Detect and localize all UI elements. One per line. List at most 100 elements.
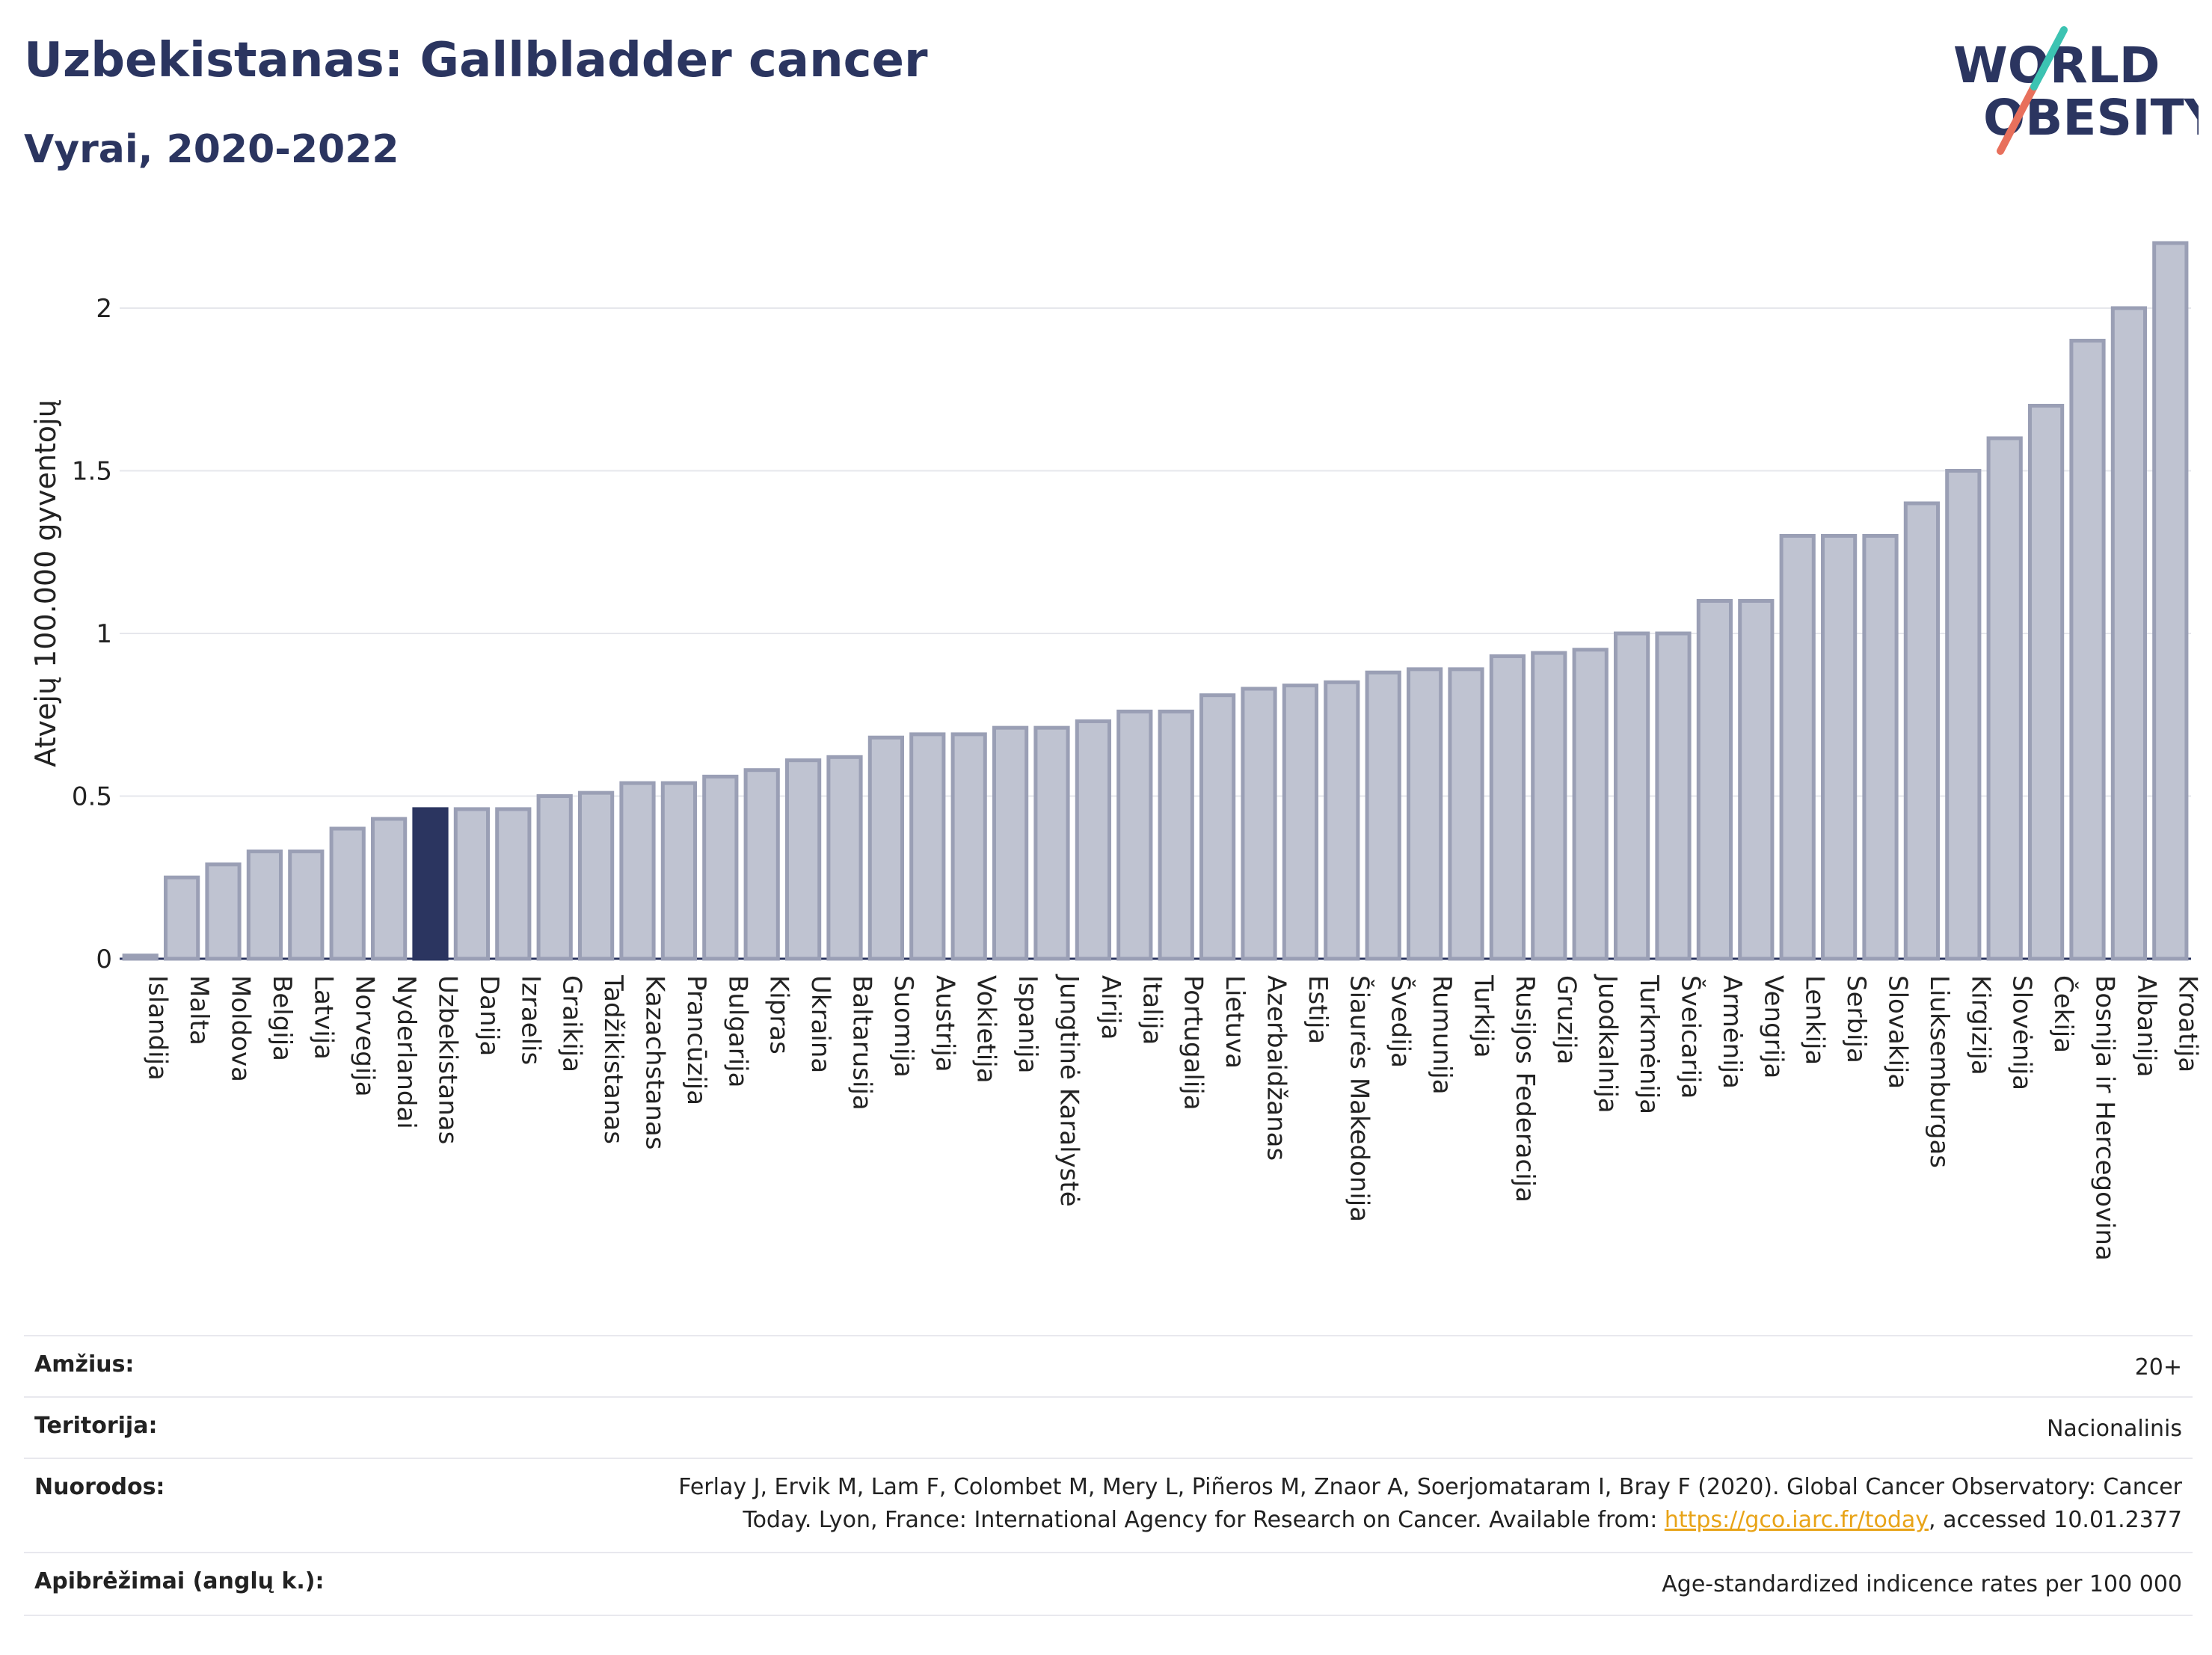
x-tick-label: Baltarusija [847, 975, 877, 1111]
bar-slovakija [1862, 534, 1899, 961]
x-tick-label: Ukraina [805, 975, 835, 1073]
x-tick-label: Nyderlandai [391, 975, 421, 1129]
definitions-label: Apibrėžimai (anglų k.): [34, 1568, 325, 1594]
bar-lenkija [1779, 534, 1816, 961]
bar-vengrija [1738, 599, 1775, 961]
y-tick-label: 1.5 [72, 457, 112, 487]
bar-graikija [536, 794, 573, 961]
bar-kazachstanas [619, 781, 656, 961]
x-tick-label: Danija [474, 975, 504, 1056]
info-row-references: Nuorodos: Ferlay J, Ervik M, Lam F, Colo… [24, 1458, 2193, 1553]
references-line2-post: , accessed 10.01.2377 [1929, 1507, 2182, 1533]
bar-serbija [1820, 534, 1858, 961]
bar-turkija [1448, 667, 1484, 961]
x-tick-label: Airija [1096, 975, 1125, 1040]
info-row-definitions: Apibrėžimai (anglų k.): Age-standardized… [24, 1552, 2193, 1616]
references-line2-pre: Today. Lyon, France: International Agenc… [743, 1507, 1665, 1533]
x-tick-label: Šiaurės Makedonija [1344, 975, 1374, 1222]
x-tick-label: Kirgizija [1965, 975, 1995, 1075]
x-tick-label: Slovakija [1883, 975, 1913, 1089]
bars [122, 241, 2189, 961]
y-tick-label: 1 [96, 619, 112, 649]
x-tick-label: Albanija [2131, 975, 2161, 1077]
x-tick-label: Lietuva [1220, 975, 1250, 1069]
bar-suomija [867, 735, 905, 961]
x-tick-label: Kroatija [2172, 975, 2202, 1072]
x-tick-label: Estija [1303, 975, 1333, 1044]
bar-lietuva [1199, 693, 1236, 961]
references-link[interactable]: https://gco.iarc.fr/today [1664, 1507, 1929, 1533]
bar-vokietija [950, 732, 987, 961]
info-row-age: Amžius: 20+ [24, 1335, 2193, 1398]
info-row-territory: Teritorija: Nacionalinis [24, 1396, 2193, 1459]
bar-prancūzija [660, 781, 698, 961]
references-line2: Today. Lyon, France: International Agenc… [678, 1504, 2182, 1537]
x-tick-label: Liuksemburgas [1924, 975, 1954, 1168]
x-tick-label: Malta [184, 975, 214, 1045]
bar-rumunija [1406, 667, 1443, 961]
bar-slovėnija [1986, 436, 2023, 961]
x-tick-label: Turkija [1469, 974, 1499, 1058]
x-tick-label: Lenkija [1800, 975, 1830, 1065]
x-tick-label: Graikija [557, 975, 587, 1072]
x-tick-label: Turkmėnija [1634, 974, 1664, 1114]
x-tick-label: Gruzija [1551, 975, 1581, 1064]
bar-bosnija-ir-hercegovina [2069, 339, 2106, 961]
page-title: Uzbekistanas: Gallbladder cancer [24, 33, 928, 88]
x-tick-label: Čekija [2048, 975, 2079, 1053]
x-tick-label: Kipras [764, 975, 794, 1054]
x-tick-label: Rusijos Federacija [1510, 975, 1540, 1203]
bar-kipras [743, 768, 780, 961]
bar-airija [1075, 719, 1112, 961]
bar-nyderlandai [370, 817, 408, 961]
x-tick-label: Slovėnija [2007, 975, 2037, 1090]
x-tick-label: Islandija [143, 975, 173, 1081]
x-tick-label: Šveicarija [1676, 975, 1706, 1099]
bar-malta [163, 875, 200, 961]
bar-danija [453, 807, 491, 961]
bar-šveicarija [1655, 631, 1692, 961]
bar-uzbekistanas [412, 807, 449, 961]
references-value: Ferlay J, Ervik M, Lam F, Colombet M, Me… [678, 1471, 2182, 1537]
age-value: 20+ [2134, 1354, 2182, 1381]
x-tick-label: Armėnija [1717, 975, 1747, 1089]
x-tick-label: Serbija [1841, 975, 1871, 1063]
territory-label: Teritorija: [34, 1413, 158, 1439]
y-axis-title: Atvejų 100.000 gyventojų [29, 399, 62, 767]
bar-belgija [246, 849, 283, 961]
x-tick-label: Latvija [308, 975, 338, 1060]
bar-austrija [909, 732, 946, 961]
x-tick-label: Belgija [267, 975, 297, 1061]
bar-estija [1282, 684, 1319, 961]
x-tick-label: Vengrija [1758, 975, 1788, 1078]
x-tick-label: Kazachstanas [640, 975, 670, 1149]
x-tick-label: Uzbekistanas [433, 975, 463, 1144]
x-tick-label: Azerbaidžanas [1262, 975, 1291, 1161]
x-tick-label: Izraelis [515, 975, 545, 1065]
y-axis-ticks: 0 0.5 1 1.5 2 [72, 294, 112, 974]
bar-portugalija [1158, 709, 1194, 961]
bar-juodkalnija [1572, 648, 1609, 961]
x-tick-label: Jungtinė Karalystė [1054, 974, 1084, 1207]
x-tick-label: Austrija [930, 975, 959, 1072]
bar-čekija [2027, 404, 2065, 961]
x-tick-label: Portugalija [1179, 975, 1208, 1111]
bar-albanija [2110, 306, 2148, 961]
bar-ispanija [992, 725, 1029, 961]
bar-armėnija [1696, 599, 1733, 961]
bar-šiaurės-makedonija [1324, 680, 1360, 961]
x-tick-label: Italija [1137, 975, 1167, 1045]
y-tick-label: 2 [96, 294, 112, 324]
references-label: Nuorodos: [34, 1474, 165, 1500]
x-tick-label: Norvegija [350, 975, 380, 1097]
references-line1: Ferlay J, Ervik M, Lam F, Colombet M, Me… [678, 1474, 2182, 1500]
x-tick-label: Prancūzija [681, 975, 711, 1105]
y-tick-label: 0 [96, 945, 112, 974]
x-tick-label: Juodkalnija [1593, 974, 1623, 1114]
bar-norvegija [329, 826, 366, 961]
x-axis-labels: Islandija Malta Moldova Belgija Latvija Norve… [143, 974, 2203, 1261]
world-obesity-logo: WORLD OBESITY [1953, 26, 2199, 155]
x-tick-label: Rumunija [1427, 975, 1457, 1095]
bar-rusijos-federacija [1489, 654, 1526, 961]
y-tick-label: 0.5 [72, 782, 112, 812]
